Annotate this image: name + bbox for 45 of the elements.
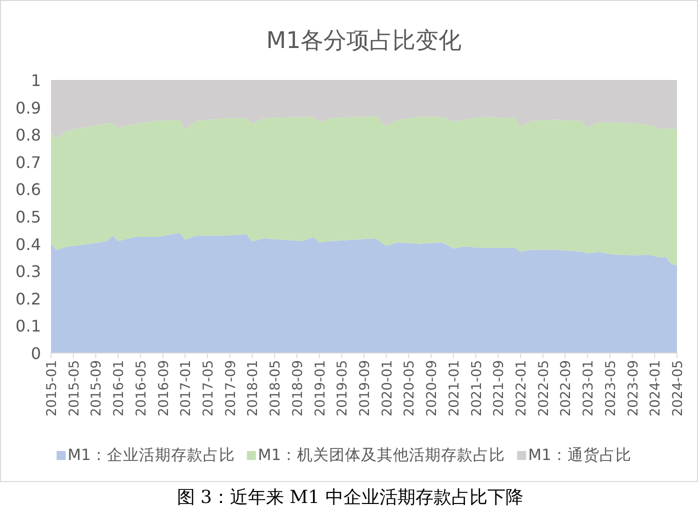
x-tick-label: 2018-05 xyxy=(268,360,284,416)
legend-label: M1：企业活期存款占比 xyxy=(68,446,235,464)
y-tick-label: 0.5 xyxy=(16,208,41,226)
x-tick-label: 2017-05 xyxy=(200,360,216,416)
x-tick-label: 2019-05 xyxy=(334,360,351,416)
x-tick-label: 2023-05 xyxy=(602,360,619,416)
caption: 图 3：近年来 M1 中企业活期存款占比下降 xyxy=(176,487,524,508)
x-tick-label: 2015-09 xyxy=(88,360,105,416)
x-tick-label: 2024-05 xyxy=(670,360,686,416)
x-tick-label: 2019-01 xyxy=(312,360,328,416)
y-tick-label: 0.6 xyxy=(16,180,41,200)
x-tick-label: 2018-09 xyxy=(290,360,306,416)
y-tick-label: 0.3 xyxy=(16,262,41,282)
legend-label: M1：通货占比 xyxy=(528,446,632,464)
x-tick-label: 2021-01 xyxy=(446,360,462,416)
x-tick-label: 2022-01 xyxy=(514,360,530,416)
x-tick-label: 2018-01 xyxy=(245,360,262,416)
x-tick-label: 2015-01 xyxy=(44,360,60,416)
x-tick-label: 2016-01 xyxy=(111,360,128,416)
x-tick-label: 2022-05 xyxy=(536,360,552,416)
x-tick-label: 2015-05 xyxy=(66,360,82,416)
y-tick-label: 0.4 xyxy=(16,234,41,254)
x-tick-label: 2019-09 xyxy=(357,360,373,416)
x-tick-label: 2020-09 xyxy=(424,360,440,416)
x-tick-label: 2017-01 xyxy=(178,360,194,416)
y-tick-label: 1 xyxy=(30,71,41,90)
y-tick-label: 0.9 xyxy=(16,98,41,118)
legend-label: M1：机关团体及其他活期存款占比 xyxy=(258,446,506,464)
y-tick-label: 0.2 xyxy=(16,289,41,308)
x-tick-label: 2023-01 xyxy=(580,360,597,416)
y-tick-label: 0.7 xyxy=(16,152,41,172)
y-tick-label: 0.1 xyxy=(16,316,41,336)
x-tick-label: 2020-05 xyxy=(402,360,418,416)
chart-title: M1各分项占比变化 xyxy=(266,28,462,54)
x-tick-label: 2021-05 xyxy=(468,360,485,416)
x-tick-label: 2016-05 xyxy=(133,360,150,416)
x-tick-label: 2024-01 xyxy=(648,360,664,416)
x-tick-label: 2017-09 xyxy=(222,360,239,416)
y-tick-label: 0.8 xyxy=(16,126,41,145)
x-tick-label: 2023-09 xyxy=(625,360,642,416)
x-tick-label: 2021-09 xyxy=(491,360,508,416)
y-tick-label: 0 xyxy=(30,344,41,363)
x-tick-label: 2016-09 xyxy=(156,360,172,416)
x-tick-label: 2020-01 xyxy=(379,360,396,416)
x-tick-label: 2022-09 xyxy=(558,360,574,416)
